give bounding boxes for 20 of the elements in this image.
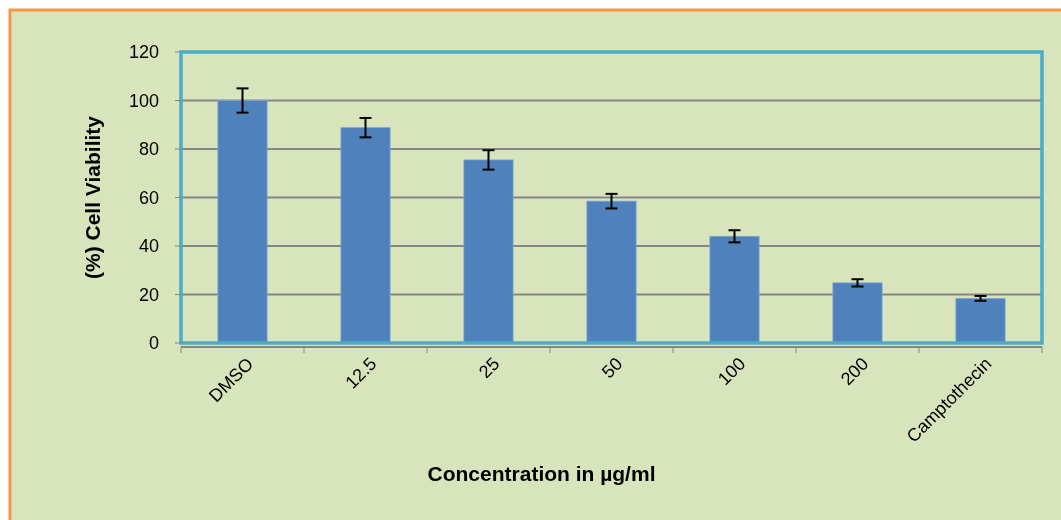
y-tick-label: 20 — [138, 284, 159, 305]
y-tick-label: 40 — [138, 236, 159, 257]
x-axis-title: Concentration in µg/ml — [427, 462, 656, 485]
y-tick-label: 120 — [128, 42, 159, 63]
bar — [832, 282, 883, 344]
y-axis-title: (%) Cell Viability — [81, 115, 104, 279]
bar — [340, 127, 391, 344]
y-tick-label: 0 — [148, 333, 159, 354]
x-tick-label: 100 — [713, 353, 750, 390]
y-tick-label: 100 — [128, 90, 159, 111]
y-tick-label: 60 — [138, 187, 159, 208]
bar — [217, 100, 268, 344]
bar — [955, 297, 1006, 344]
x-tick-label: 200 — [836, 353, 873, 390]
bar — [709, 235, 760, 344]
bar — [586, 200, 637, 344]
y-tick-label: 80 — [138, 139, 159, 160]
x-tick-label: 25 — [475, 353, 504, 382]
x-tick-label: 50 — [598, 353, 627, 382]
bar — [463, 159, 514, 344]
